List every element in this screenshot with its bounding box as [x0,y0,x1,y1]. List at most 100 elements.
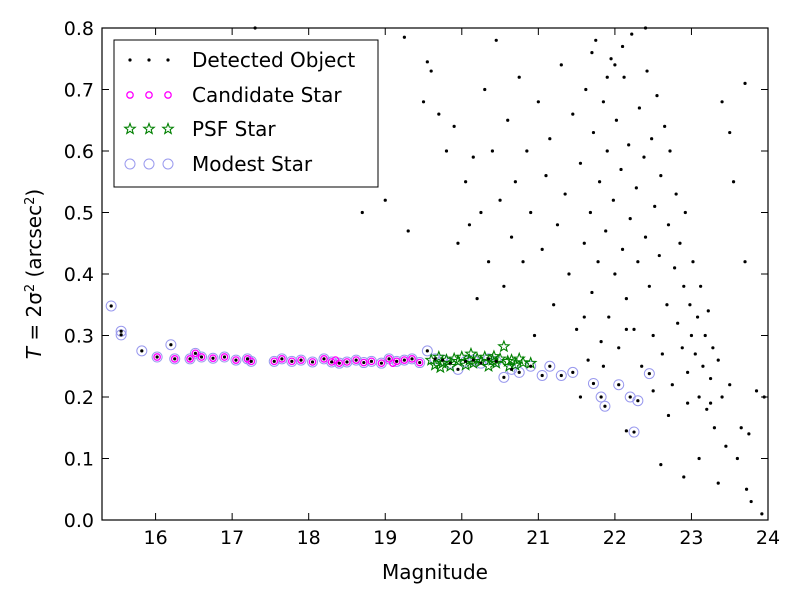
detected-object-point [486,260,491,264]
detected-object-point [464,180,468,184]
detected-object-point [676,321,680,325]
detected-object-point [611,198,615,202]
detected-object-point [686,370,690,374]
modest-star-point [218,351,230,363]
candidate-star-point [197,353,206,361]
detected-object-point [490,149,495,153]
y-tick-label: 0.4 [64,264,94,286]
modest-star-point [613,379,625,391]
detected-object-point [548,364,552,368]
detected-object-point [199,355,204,359]
y-axis-title-unit: (arcsec [22,205,46,284]
candidate-star-point [308,358,317,366]
detected-object-point [594,38,598,42]
modest-star-point [307,356,319,368]
legend-marker-candidate [126,91,172,99]
detected-object-point [486,357,491,361]
legend-label-detected: Detected Object [192,48,355,72]
detected-object-point [605,75,609,79]
detected-object-point [614,118,619,122]
detected-object-point [563,192,567,196]
x-tick-label: 16 [143,527,167,549]
detected-object-point [642,155,646,159]
axis-ticks: 16 17 18 19 20 21 22 23 24 0.0 0.1 0.2 0.3 0.4 0.5 0.6 0… [64,18,780,549]
detected-object-point [624,327,628,331]
detected-object-point [735,456,739,461]
detected-object-point [552,303,556,307]
psf-star-point [464,346,478,360]
detected-object-point [655,94,659,98]
legend-entry-candidate: Candidate Star [126,83,342,107]
detected-object-point [630,32,634,36]
detected-object-point [636,399,640,403]
x-tick-label: 24 [756,527,780,549]
detected-object-point [456,241,460,245]
detected-object-point [754,389,759,393]
detected-object-point [651,333,655,338]
detected-object-point [653,204,657,208]
legend-marker [147,58,151,62]
psf-star-point [516,355,530,369]
detected-object-point [299,358,303,362]
modest-star-point [498,371,510,383]
detected-object-point [337,361,341,365]
detected-object-point [650,137,654,141]
detected-object-point [697,395,701,399]
detected-object-point [701,364,705,368]
detected-object-point [617,383,621,387]
detected-object-point [708,376,713,381]
detected-object-point [683,210,687,215]
legend-marker [142,121,156,135]
detected-object-point [109,304,113,308]
detected-object-point [452,124,456,128]
x-axis-title: Magnitude [382,560,488,584]
candidate-star-point [186,355,194,363]
psf-star-point [487,349,501,363]
modest-star-point [632,395,644,407]
legend-marker [166,58,170,62]
detected-object-point [731,180,736,184]
legend-marker [124,158,136,170]
detected-object-point [632,430,636,434]
detected-object-point [660,352,664,356]
detected-object-point [666,413,671,418]
candidate-star-point [377,359,386,368]
detected-object-point [640,364,644,368]
candidate-star-point [191,349,200,358]
detected-object-point [697,456,701,461]
psf-star-point [508,357,523,371]
detected-object-point [591,381,596,386]
legend-label-modest: Modest Star [192,152,313,176]
legend-marker [123,121,137,135]
candidate-star-point [153,353,161,361]
detected-object-point [673,266,677,270]
detected-object-point [529,210,533,215]
detected-object-point [670,383,674,387]
detected-object-point [634,186,638,190]
detected-object-point [433,357,437,361]
modest-star-point [151,351,163,363]
detected-object-point [525,149,529,153]
detected-object-point [720,395,724,399]
detected-object-point [743,81,747,85]
candidate-star-point [389,359,397,368]
detected-object-point [437,112,441,116]
candidate-star-point [278,355,286,363]
candidate-star-point [327,358,336,366]
modest-star-point [295,354,307,366]
detected-object-point [467,223,472,227]
candidate-star-point [320,355,328,363]
detected-object-point [441,358,445,362]
detected-object-point [728,383,732,387]
detected-object-point [193,351,197,355]
modest-star-points [105,300,655,438]
detected-object-point [532,333,537,338]
legend-marker [145,91,153,99]
modest-star-point [196,351,208,363]
detected-object-point [628,395,632,399]
detected-object-point [548,137,552,141]
modest-star-point [207,352,219,364]
candidate-star-point [408,355,416,363]
candidate-star-point [392,357,401,366]
